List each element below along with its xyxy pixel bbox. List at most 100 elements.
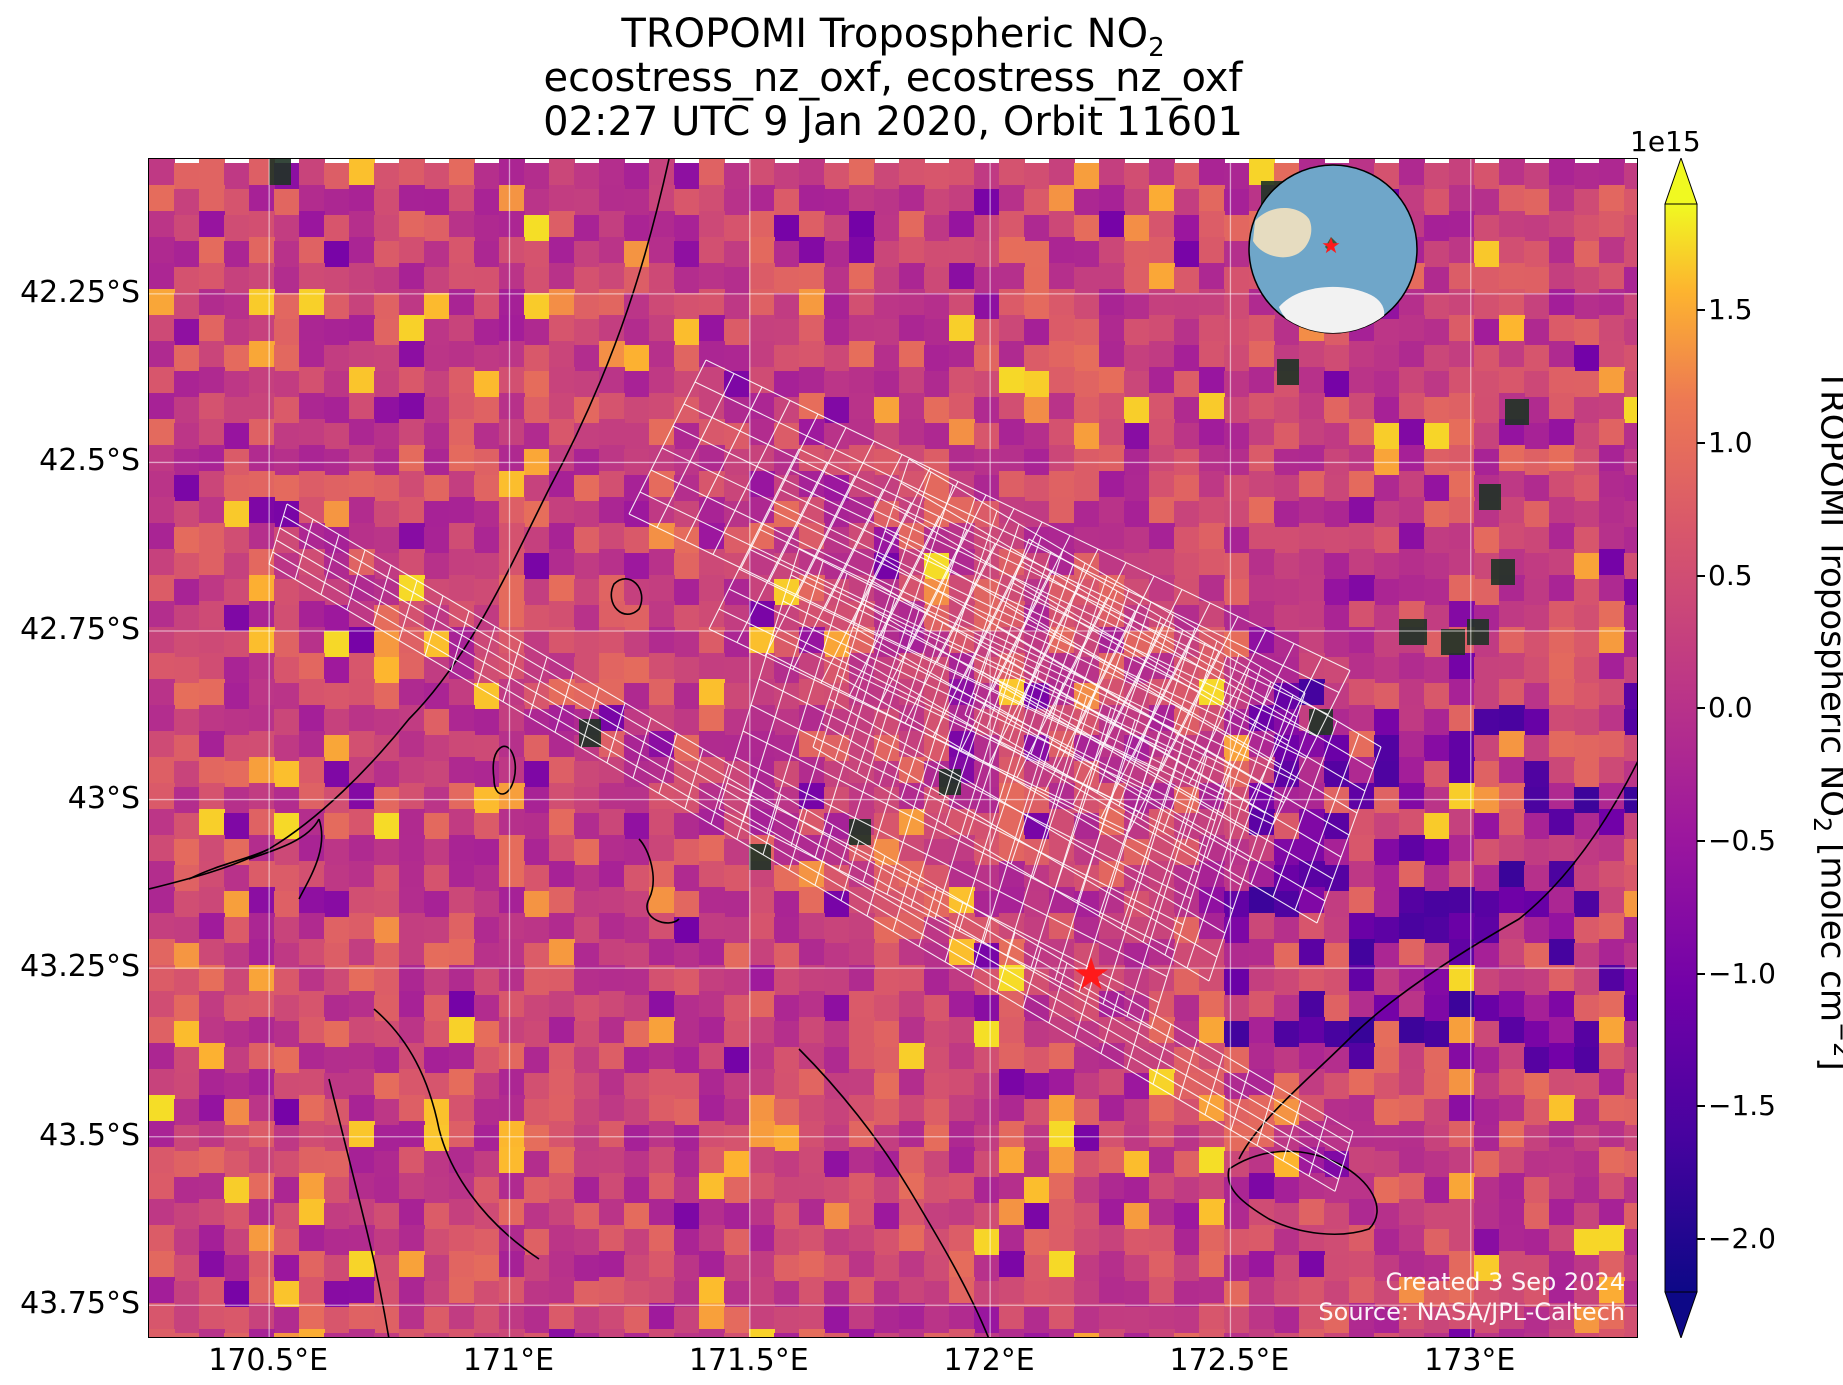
- no2-pixel: [174, 735, 200, 762]
- no2-pixel: [1024, 267, 1050, 294]
- no2-pixel: [349, 1303, 375, 1330]
- no2-pixel: [249, 445, 275, 472]
- no2-pixel: [474, 917, 500, 944]
- no2-pixel: [1424, 839, 1450, 866]
- no2-pixel: [549, 211, 575, 238]
- no2-pixel: [874, 683, 900, 710]
- no2-pixel: [1224, 631, 1250, 658]
- no2-pixel: [424, 1307, 450, 1334]
- no2-pixel: [1524, 761, 1550, 788]
- no2-pixel: [174, 1281, 200, 1308]
- no2-pixel: [874, 241, 900, 268]
- no2-pixel: [1549, 1095, 1575, 1122]
- no2-pixel: [1099, 1277, 1125, 1304]
- no2-pixel: [499, 705, 525, 732]
- no2-pixel: [899, 185, 925, 212]
- no2-pixel: [749, 653, 775, 680]
- no2-pixel: [524, 683, 550, 710]
- no2-pixel: [574, 1255, 600, 1282]
- no2-pixel: [1324, 657, 1350, 684]
- no2-pixel: [1049, 497, 1075, 524]
- no2-pixel: [1424, 397, 1450, 424]
- no2-pixel: [199, 679, 225, 706]
- no2-pixel: [999, 1121, 1025, 1148]
- no2-pixel: [1399, 705, 1425, 732]
- no2-pixel: [1074, 163, 1100, 190]
- no2-pixel: [949, 965, 975, 992]
- no2-pixel: [874, 1021, 900, 1048]
- no2-pixel: [1599, 419, 1625, 446]
- no2-pixel: [374, 1255, 400, 1282]
- no2-pixel: [1599, 1173, 1625, 1200]
- no2-pixel: [374, 995, 400, 1022]
- no2-pixel: [174, 969, 200, 996]
- no2-pixel: [1149, 393, 1175, 420]
- no2-pixel: [1624, 527, 1637, 554]
- no2-pixel: [649, 1017, 675, 1044]
- no2-pixel: [674, 475, 700, 502]
- no2-pixel: [574, 1333, 600, 1337]
- no2-pixel: [1074, 787, 1100, 814]
- no2-pixel: [399, 1095, 425, 1122]
- no2-pixel: [374, 657, 400, 684]
- no2-pixel: [1549, 1225, 1575, 1252]
- no2-pixel: [499, 653, 525, 680]
- no2-pixel: [449, 731, 475, 758]
- no2-pixel: [199, 315, 225, 342]
- no2-pixel: [499, 783, 525, 810]
- no2-pixel: [799, 1199, 825, 1226]
- no2-pixel: [999, 445, 1025, 472]
- no2-pixel: [299, 1199, 325, 1226]
- no2-pixel: [1474, 813, 1500, 840]
- no2-pixel: [399, 939, 425, 966]
- no2-pixel: [449, 1095, 475, 1122]
- no2-pixel: [1174, 397, 1200, 424]
- no2-pixel: [624, 319, 650, 346]
- no2-pixel: [1224, 345, 1250, 372]
- no2-pixel: [1399, 939, 1425, 966]
- no2-pixel: [774, 891, 800, 918]
- no2-pixel: [1499, 523, 1525, 550]
- no2-pixel: [599, 1225, 625, 1252]
- no2-pixel: [524, 839, 550, 866]
- map-canvas[interactable]: ★: [149, 159, 1638, 1338]
- no2-pixel: [474, 787, 500, 814]
- no2-pixel: [1099, 263, 1125, 290]
- no2-pixel: [1424, 709, 1450, 736]
- no2-pixel: [374, 1229, 400, 1256]
- no2-pixel: [1524, 943, 1550, 970]
- no2-pixel: [274, 865, 300, 892]
- no2-pixel: [1574, 501, 1600, 528]
- no2-pixel: [349, 835, 375, 862]
- map-panel[interactable]: ★ ★: [148, 158, 1638, 1338]
- no2-pixel: [274, 267, 300, 294]
- colorbar-tick-mark: [1697, 972, 1705, 975]
- no2-pixel: [1524, 163, 1550, 190]
- no2-pixel: [824, 345, 850, 372]
- no2-pixel: [1499, 497, 1525, 524]
- no2-pixel: [674, 943, 700, 970]
- no2-pixel: [1424, 1151, 1450, 1178]
- no2-pixel: [1324, 423, 1350, 450]
- no2-pixel: [649, 1173, 675, 1200]
- no2-pixel: [1299, 1017, 1325, 1044]
- no2-pixel: [574, 917, 600, 944]
- no2-pixel: [724, 605, 750, 632]
- no2-pixel: [1549, 341, 1575, 368]
- no2-pixel: [349, 783, 375, 810]
- no2-pixel: [1574, 527, 1600, 554]
- imagery-patch: [749, 844, 771, 870]
- no2-pixel: [774, 1021, 800, 1048]
- no2-pixel: [1274, 527, 1300, 554]
- no2-pixel: [749, 1199, 775, 1226]
- no2-pixel: [549, 1017, 575, 1044]
- no2-pixel: [1149, 289, 1175, 316]
- no2-pixel: [649, 445, 675, 472]
- no2-pixel: [549, 757, 575, 784]
- no2-pixel: [1374, 943, 1400, 970]
- no2-pixel: [624, 397, 650, 424]
- no2-pixel: [724, 839, 750, 866]
- no2-pixel: [1549, 315, 1575, 342]
- no2-pixel: [574, 475, 600, 502]
- no2-pixel: [949, 471, 975, 498]
